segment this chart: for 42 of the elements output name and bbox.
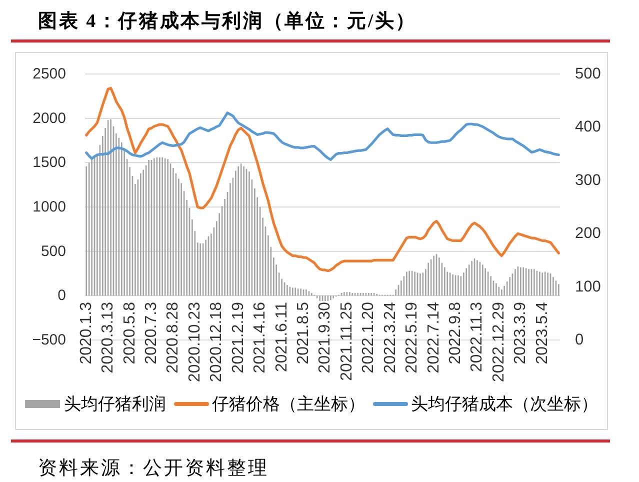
y-tick-label: 1500 — [32, 154, 66, 172]
y2-tick-label: 100 — [575, 278, 602, 296]
x-tick-label: 2021.4.16 — [252, 302, 269, 374]
y-tick-label: 500 — [40, 242, 66, 260]
x-tick-label: 2022.1.20 — [360, 302, 378, 374]
x-tick-label: 2021.6.11 — [273, 302, 290, 372]
legend-label: 仔猪价格（主坐标） — [212, 394, 365, 414]
y-tick-label: 2500 — [32, 66, 66, 82]
x-tick-label: 2021.8.5 — [295, 302, 312, 364]
line-series — [85, 86, 560, 272]
x-tick-label: 2020.3.13 — [100, 302, 117, 374]
legend-label: 头均仔猪成本（次坐标） — [411, 394, 598, 414]
x-tick-label: 2023.5.4 — [534, 302, 551, 364]
y2-tick-label: 300 — [575, 172, 602, 189]
x-tick-label: 2022.11.3 — [468, 302, 486, 372]
x-tick-label: 2020.7.3 — [143, 302, 160, 364]
x-tick-label: 2021.11.25 — [338, 302, 356, 381]
y2-tick-label: 500 — [575, 66, 602, 82]
y2-tick-label: 0 — [575, 332, 584, 348]
x-tick-label: 2022.9.8 — [447, 302, 464, 364]
x-tick-label: 2022.12.29 — [490, 302, 508, 382]
x-tick-label: 2022.7.14 — [425, 302, 442, 374]
y-tick-label: 0 — [58, 287, 66, 304]
legend-label: 头均仔猪利润 — [64, 394, 166, 414]
x-tick-label: 2021.9.30 — [316, 302, 334, 374]
x-tick-label: 2022.5.19 — [404, 302, 421, 374]
line-series — [85, 112, 560, 161]
x-tick-label: 2020.5.8 — [121, 302, 138, 364]
y-tick-label: 1000 — [32, 198, 66, 216]
x-tick-label: 2021.2.19 — [230, 302, 247, 374]
y-tick-label: 2000 — [32, 110, 66, 127]
x-tick-label: 2020.10.23 — [186, 302, 204, 382]
x-tick-label: 2020.12.18 — [208, 302, 226, 382]
x-tick-label: 2022.3.24 — [382, 302, 399, 374]
y2-tick-label: 200 — [575, 225, 602, 242]
x-tick-label: 2023.3.9 — [512, 302, 530, 364]
chart-title: 图表 4：仔猪成本与利润（单位：元/头） — [38, 10, 417, 32]
x-tick-label: 2020.1.3 — [78, 302, 95, 364]
text: 资料来源：公开资料整理 — [38, 458, 269, 479]
x-tick-label: 2020.8.28 — [164, 302, 182, 374]
y2-tick-label: 400 — [575, 118, 602, 136]
y-tick-label: −500 — [32, 332, 66, 348]
